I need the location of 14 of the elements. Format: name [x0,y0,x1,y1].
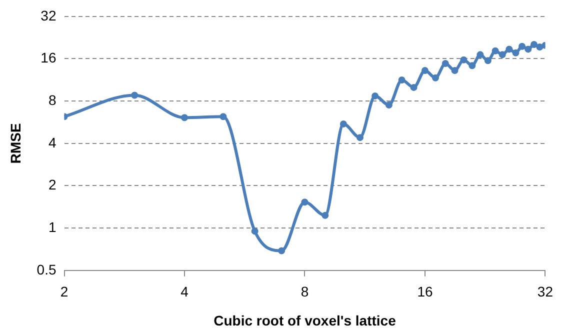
y-tick-label: 8 [48,92,56,108]
y-tick-label: 1 [48,218,56,235]
x-tick-label: 32 [537,284,554,300]
x-tick-label: 8 [300,284,309,300]
x-tick-label: 16 [417,284,433,300]
x-axis-title: Cubic root of voxel's lattice [214,312,396,328]
y-tick-label: 4 [48,134,56,150]
y-tick-label: 2 [48,176,56,193]
y-tick-label: 16 [40,50,56,66]
x-tick-label: 2 [60,284,68,300]
y-tick-label: 0.5 [36,261,56,278]
y-axis-title: RMSE [7,123,24,164]
y-tick-label: 32 [40,7,56,24]
x-tick-label: 4 [180,284,189,300]
